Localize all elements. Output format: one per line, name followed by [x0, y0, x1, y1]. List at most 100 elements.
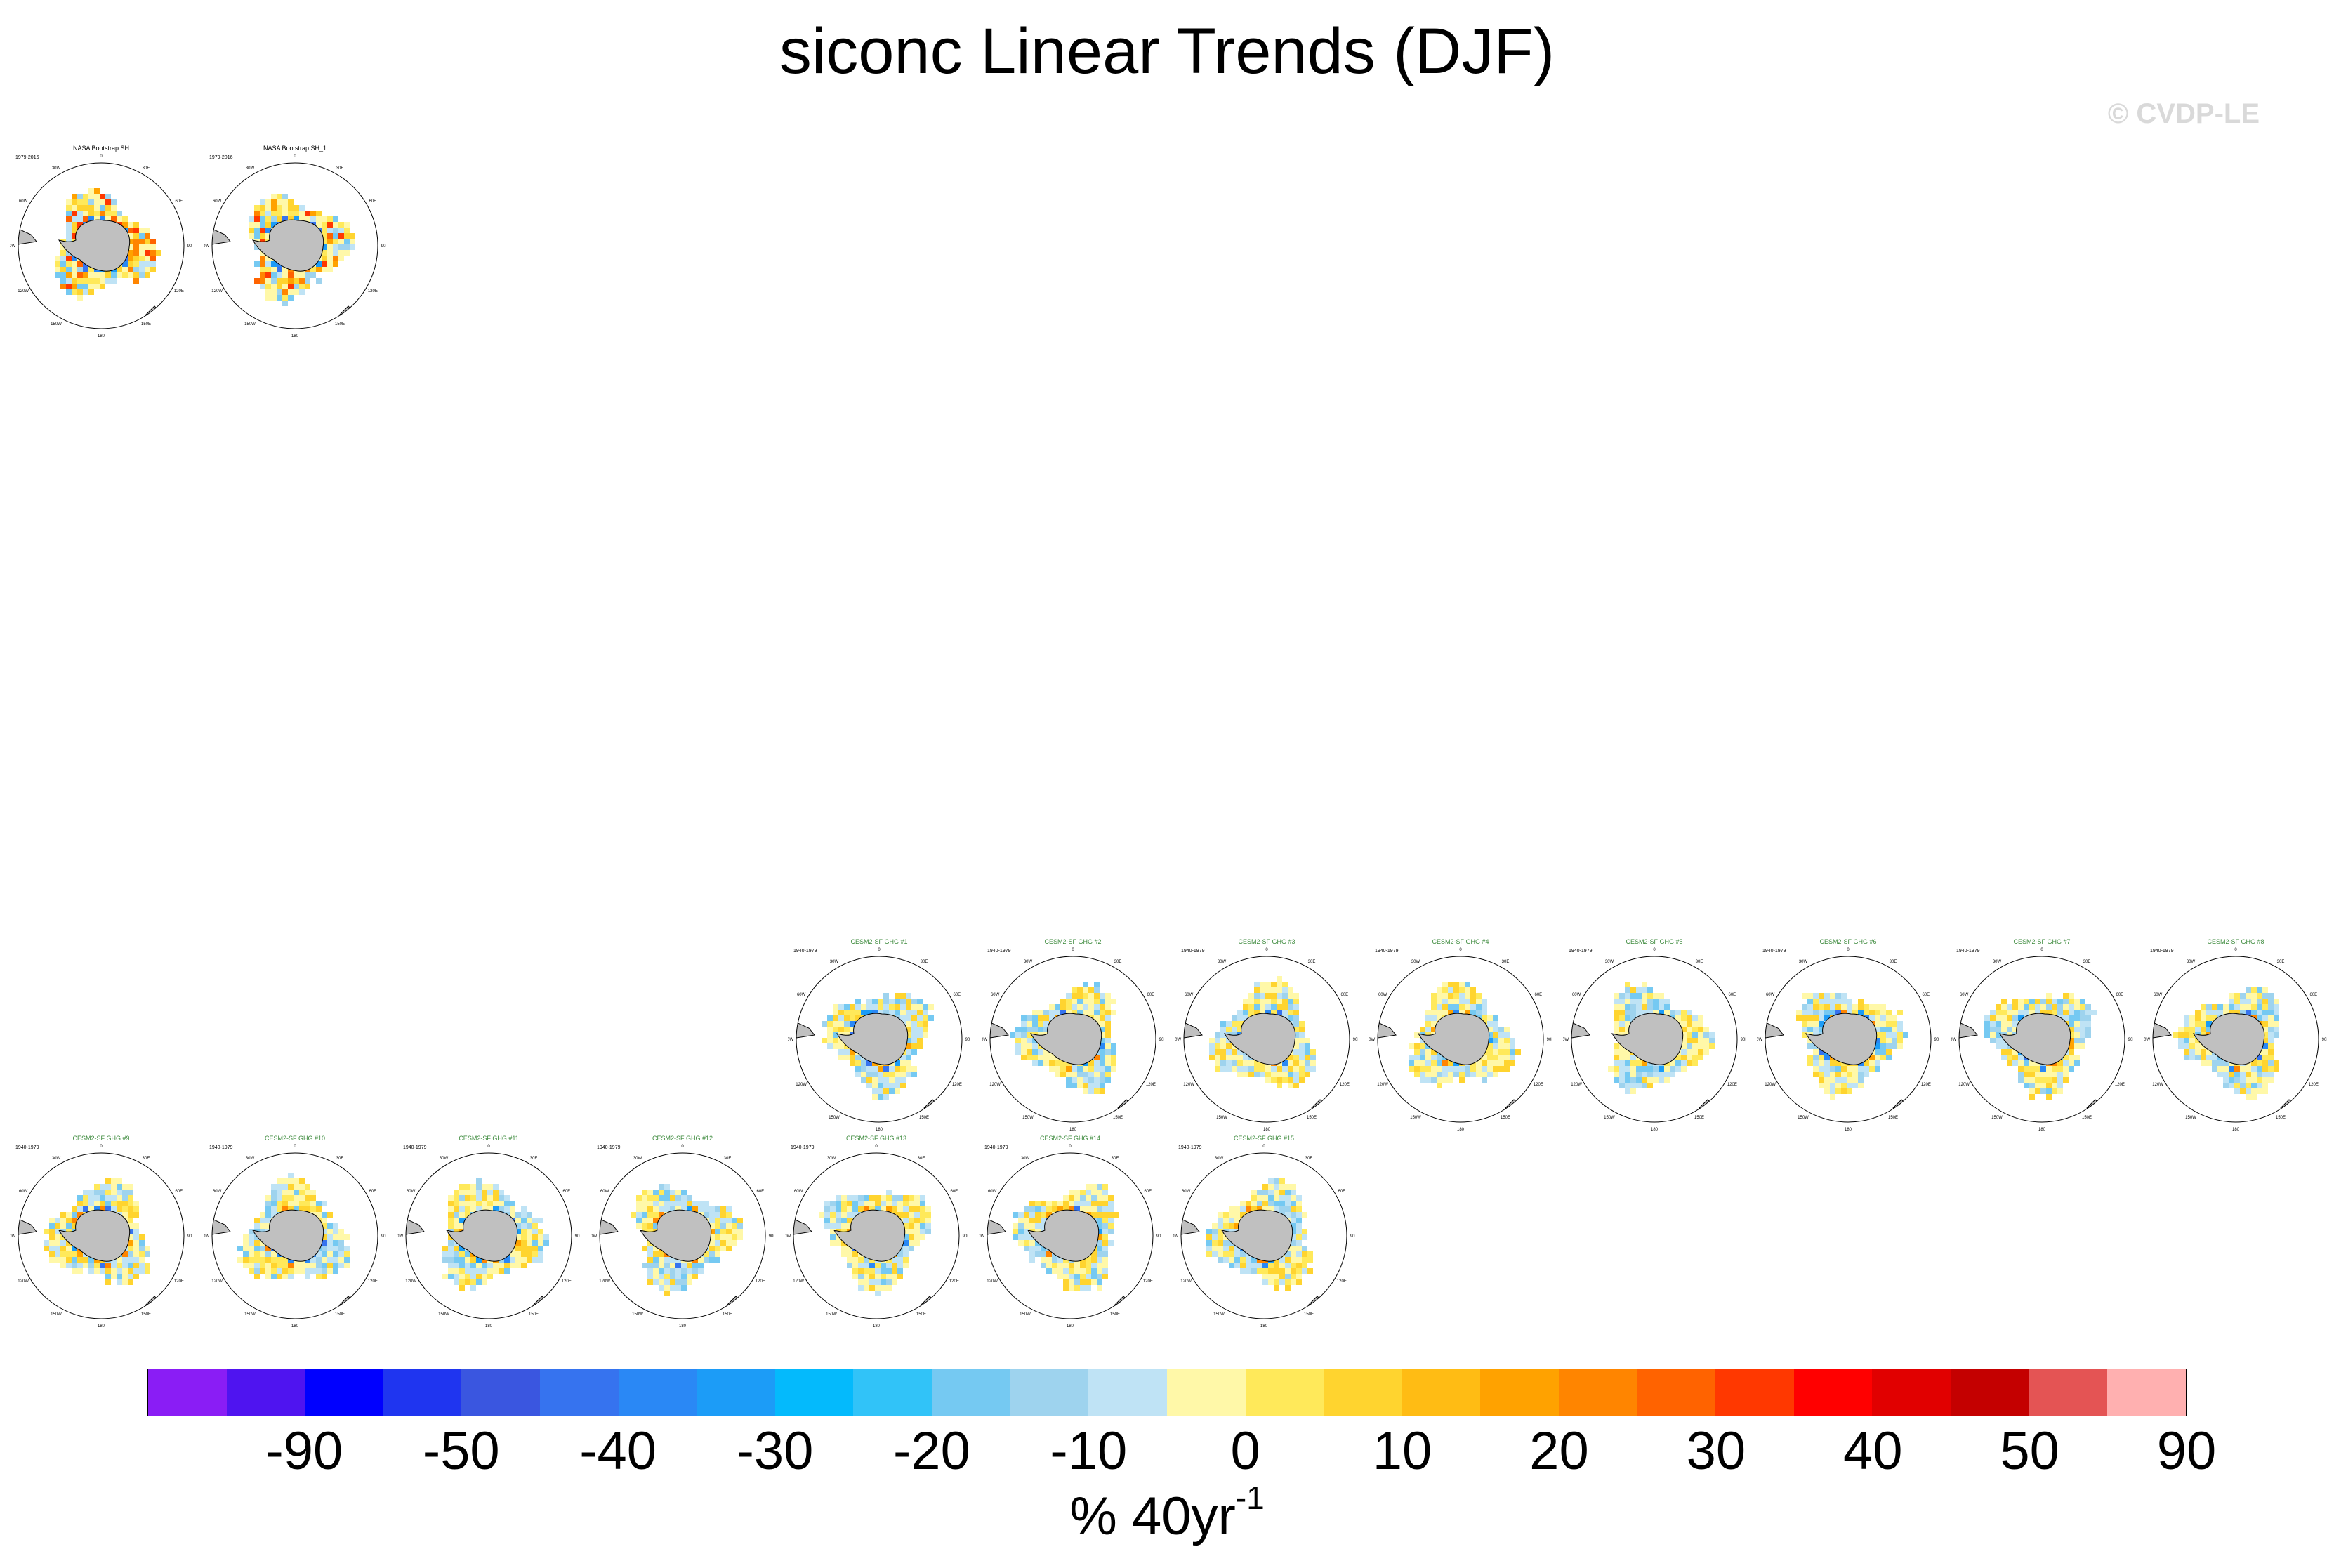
longitude-label: 150W	[1798, 1116, 1809, 1120]
panel-period: 1940-1979	[791, 1145, 815, 1150]
longitude-label: 30W	[52, 1157, 61, 1161]
polar-map: CESM2-SF GHG #11 1940-1979 0 30E 60E 90E 120E 1…	[397, 1135, 580, 1329]
longitude-label: 0	[2234, 948, 2237, 952]
longitude-label: 90E	[963, 1234, 968, 1239]
ensemble-member-panel: CESM2-SF GHG #8 1940-1979 0 30E 60E 90E 120E 15…	[2144, 934, 2327, 1135]
longitude-label: 30W	[1993, 960, 2002, 964]
panel-title: CESM2-SF GHG #11	[459, 1135, 518, 1142]
polar-map: CESM2-SF GHG #12 1940-1979 0 30E 60E 90E 120E 1…	[591, 1135, 774, 1329]
longitude-label: 30W	[2187, 960, 2196, 964]
longitude-label: 30W	[633, 1157, 642, 1161]
longitude-label: 60W	[213, 1190, 222, 1194]
longitude-label: 30W	[52, 166, 61, 171]
longitude-label: 60W	[1960, 993, 1969, 997]
longitude-label: 120E	[2309, 1083, 2319, 1087]
polar-map: CESM2-SF GHG #10 1940-1979 0 30E 60E 90E 120E 1…	[204, 1135, 386, 1329]
longitude-label: 120E	[174, 1279, 184, 1284]
colorbar-box	[1166, 1369, 1246, 1416]
antarctica-landmass	[58, 1209, 131, 1262]
antarctica-landmass	[2192, 1013, 2265, 1065]
longitude-label: 30E	[336, 166, 344, 171]
longitude-label: 90E	[1156, 1234, 1161, 1239]
longitude-label: 120E	[1337, 1279, 1347, 1284]
longitude-label: 150E	[1501, 1116, 1510, 1120]
colorbar-tick-label: 40	[1842, 1421, 1903, 1481]
longitude-label: 150E	[335, 1312, 345, 1317]
longitude-label: 120E	[1727, 1083, 1737, 1087]
panel-title: NASA Bootstrap SH_1	[263, 145, 327, 152]
antarctica-landmass	[251, 219, 324, 272]
longitude-label: 30W	[1799, 960, 1808, 964]
longitude-label: 60E	[2310, 993, 2318, 997]
antarctica-landmass	[1611, 1013, 1684, 1065]
longitude-label: 30E	[918, 1157, 925, 1161]
longitude-label: 60E	[1147, 993, 1155, 997]
longitude-label: 90W	[591, 1234, 598, 1239]
longitude-label: 90W	[397, 1234, 404, 1239]
colorbar-box	[2029, 1369, 2108, 1416]
longitude-label: 30E	[1696, 960, 1703, 964]
longitude-label: 150E	[916, 1312, 926, 1317]
longitude-label: 90E	[1353, 1038, 1358, 1042]
panel-period: 1940-1979	[1956, 949, 1980, 954]
longitude-label: 120W	[2152, 1083, 2163, 1087]
longitude-label: 150W	[2185, 1116, 2196, 1120]
longitude-label: 30E	[2277, 960, 2285, 964]
colorbar-box	[1793, 1369, 1873, 1416]
panel-period: 1940-1979	[209, 1145, 233, 1150]
longitude-label: 60W	[19, 1190, 28, 1194]
longitude-label: 60E	[951, 1190, 958, 1194]
longitude-label: 30W	[1605, 960, 1614, 964]
longitude-label: 180	[1263, 1128, 1271, 1132]
polar-map: CESM2-SF GHG #13 1940-1979 0 30E 60E 90E 120E 1…	[785, 1135, 968, 1329]
longitude-label: 90E	[381, 1234, 386, 1239]
longitude-label: 60E	[1535, 993, 1543, 997]
longitude-label: 150W	[51, 1312, 62, 1317]
longitude-label: 90E	[769, 1234, 774, 1239]
colorbar-box	[1637, 1369, 1716, 1416]
ensemble-member-panel: CESM2-SF GHG #9 1940-1979 0 30E 60E 90E 120E 15…	[10, 1131, 192, 1331]
longitude-label: 150W	[51, 322, 62, 327]
longitude-label: 60W	[2154, 993, 2163, 997]
longitude-label: 30E	[143, 1157, 150, 1161]
antarctica-landmass	[1220, 1209, 1293, 1262]
longitude-label: 150W	[1020, 1312, 1031, 1317]
longitude-label: 90E	[2322, 1038, 2327, 1042]
panel-period: 1940-1979	[984, 1145, 1008, 1150]
colorbar-box	[1715, 1369, 1794, 1416]
longitude-label: 150E	[1304, 1312, 1314, 1317]
longitude-label: 90W	[785, 1234, 791, 1239]
longitude-label: 150E	[2276, 1116, 2286, 1120]
panel-period: 1940-1979	[793, 949, 817, 954]
longitude-label: 60E	[176, 1190, 183, 1194]
polar-map: NASA Bootstrap SH_1 1979-2016 0 30E 60E 90E 12…	[204, 145, 386, 338]
colorbar-box	[461, 1369, 541, 1416]
panel-title: CESM2-SF GHG #3	[1238, 938, 1295, 945]
ensemble-member-panel: CESM2-SF GHG #6 1940-1979 0 30E 60E 90E 120E 15…	[1757, 934, 1939, 1135]
longitude-label: 60W	[1378, 993, 1387, 997]
colorbar-box	[2107, 1369, 2186, 1416]
longitude-label: 30E	[530, 1157, 538, 1161]
longitude-label: 30W	[1024, 960, 1033, 964]
longitude-label: 0	[2040, 948, 2043, 952]
polar-map: CESM2-SF GHG #3 1940-1979 0 30E 60E 90E 120E 15…	[1175, 938, 1358, 1132]
longitude-label: 90E	[575, 1234, 580, 1239]
longitude-label: 0	[1459, 948, 1462, 952]
longitude-label: 60W	[19, 199, 28, 204]
observation-panel: NASA Bootstrap SH_1 1979-2016 0 30E 60E 90E 12…	[204, 140, 386, 341]
longitude-label: 30E	[1890, 960, 1897, 964]
colorbar-box	[853, 1369, 932, 1416]
antarctica-landmass	[1027, 1209, 1100, 1262]
longitude-label: 0	[100, 154, 103, 159]
longitude-label: 0	[1069, 1145, 1072, 1149]
observation-panel: NASA Bootstrap SH 1979-2016 0 30E 60E 90E 120E…	[10, 140, 192, 341]
longitude-label: 180	[98, 1324, 105, 1329]
colorbar-tick-label: -40	[579, 1421, 657, 1481]
longitude-label: 30W	[1021, 1157, 1030, 1161]
longitude-label: 180	[2232, 1128, 2240, 1132]
longitude-label: 60E	[757, 1190, 765, 1194]
longitude-label: 120E	[756, 1279, 765, 1284]
panel-title: CESM2-SF GHG #15	[1234, 1135, 1294, 1142]
longitude-label: 60W	[213, 199, 222, 204]
longitude-label: 120E	[174, 289, 184, 294]
